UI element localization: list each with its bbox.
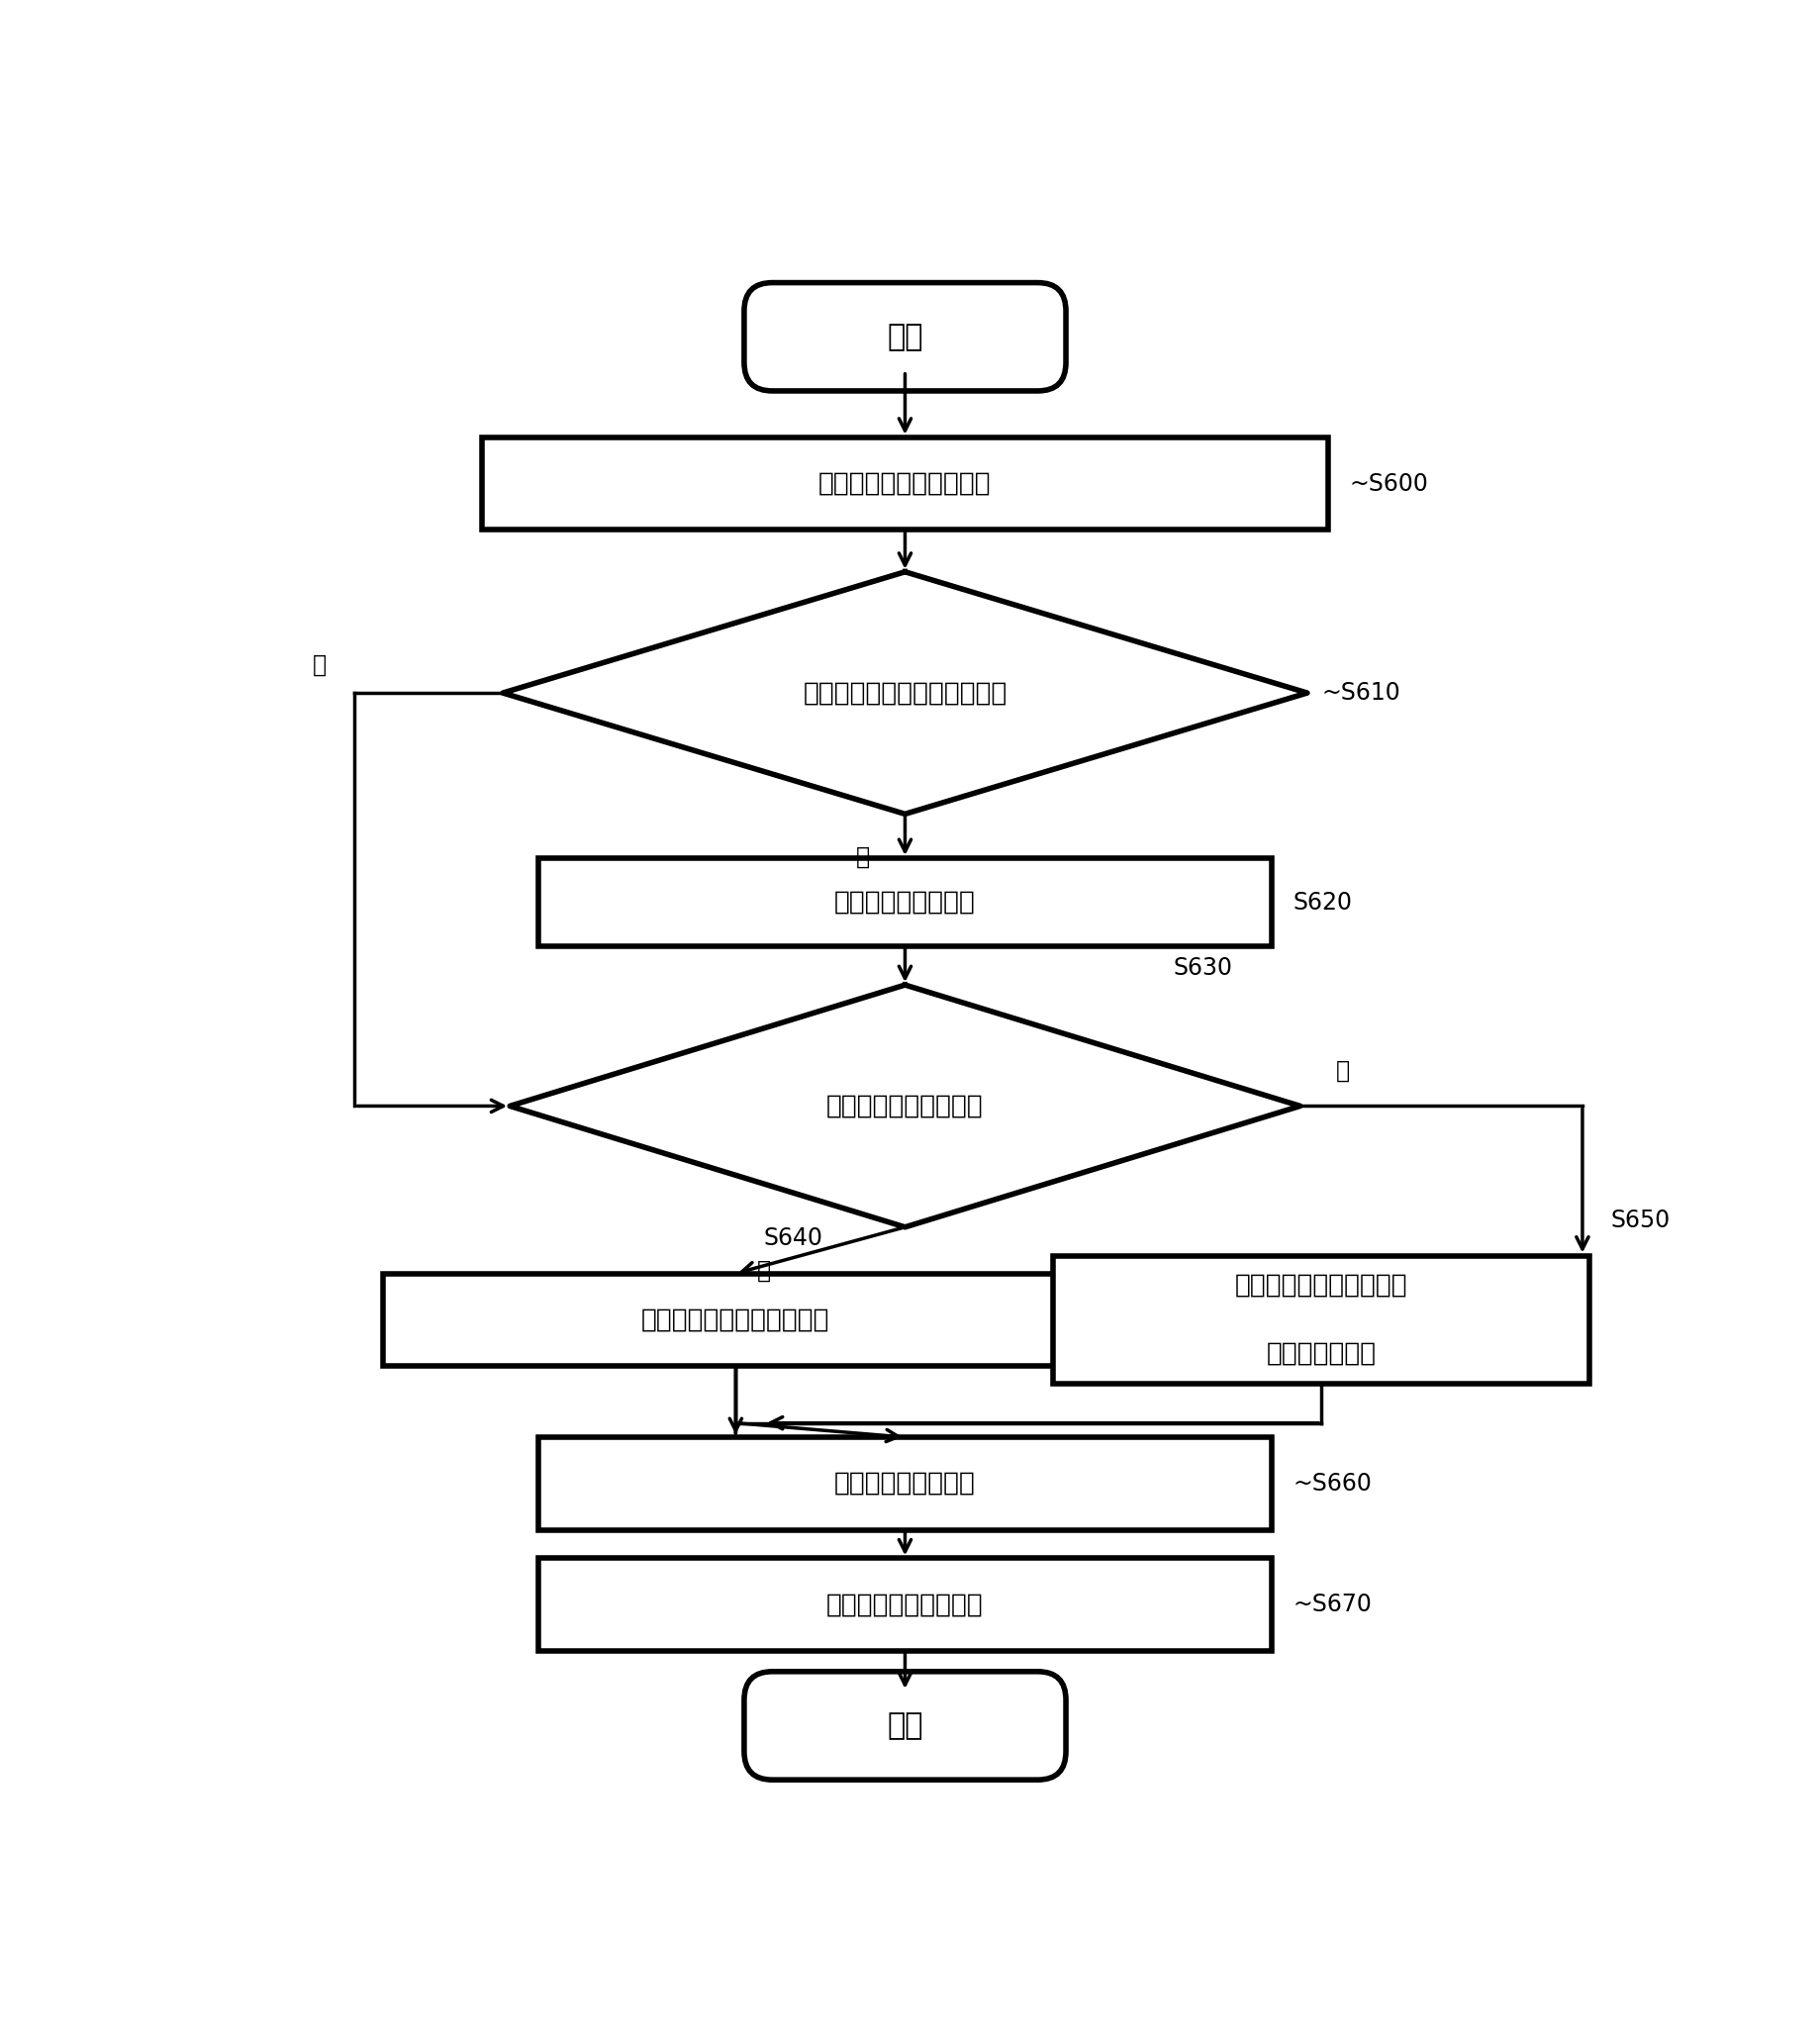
FancyBboxPatch shape — [539, 859, 1270, 946]
Polygon shape — [510, 985, 1299, 1227]
Text: S640: S640 — [764, 1225, 823, 1249]
FancyBboxPatch shape — [382, 1274, 1088, 1365]
Text: 开始: 开始 — [886, 322, 923, 352]
Text: 是: 是 — [313, 653, 326, 676]
Text: ~S600: ~S600 — [1349, 472, 1429, 495]
Text: 在对应装置中执行记录: 在对应装置中执行记录 — [826, 1591, 983, 1618]
Text: ~S670: ~S670 — [1292, 1593, 1372, 1616]
FancyBboxPatch shape — [744, 1671, 1065, 1781]
Text: 结束: 结束 — [886, 1711, 923, 1740]
Text: 将记录命令传送到被设置: 将记录命令传送到被设置 — [1234, 1272, 1407, 1298]
FancyBboxPatch shape — [539, 1437, 1270, 1530]
Text: 接收音频和视频信号: 接收音频和视频信号 — [834, 1471, 976, 1496]
Text: 否: 否 — [1334, 1058, 1349, 1083]
Text: 从外部装置接收记录命令: 从外部装置接收记录命令 — [819, 470, 990, 497]
Text: ~S610: ~S610 — [1321, 682, 1400, 704]
FancyBboxPatch shape — [744, 283, 1065, 391]
Text: 确定装置的准备状态: 确定装置的准备状态 — [834, 889, 976, 916]
Polygon shape — [502, 572, 1307, 814]
FancyBboxPatch shape — [539, 1559, 1270, 1650]
Text: 是: 是 — [757, 1258, 770, 1282]
Text: 将记录命令传送到对应装置: 将记录命令传送到对应装置 — [641, 1306, 830, 1333]
Text: S620: S620 — [1292, 891, 1352, 914]
Text: S630: S630 — [1172, 956, 1232, 979]
Text: ~S660: ~S660 — [1292, 1471, 1372, 1496]
Text: 用户选择了用于记录的装置？: 用户选择了用于记录的装置？ — [803, 680, 1006, 706]
Text: 为缺省值的装置: 为缺省值的装置 — [1265, 1341, 1376, 1368]
FancyBboxPatch shape — [480, 438, 1329, 529]
FancyBboxPatch shape — [1052, 1256, 1589, 1384]
Text: S650: S650 — [1611, 1209, 1669, 1231]
Text: 只有一个装置准备好？: 只有一个装置准备好？ — [826, 1093, 983, 1119]
Text: 否: 否 — [855, 845, 870, 869]
